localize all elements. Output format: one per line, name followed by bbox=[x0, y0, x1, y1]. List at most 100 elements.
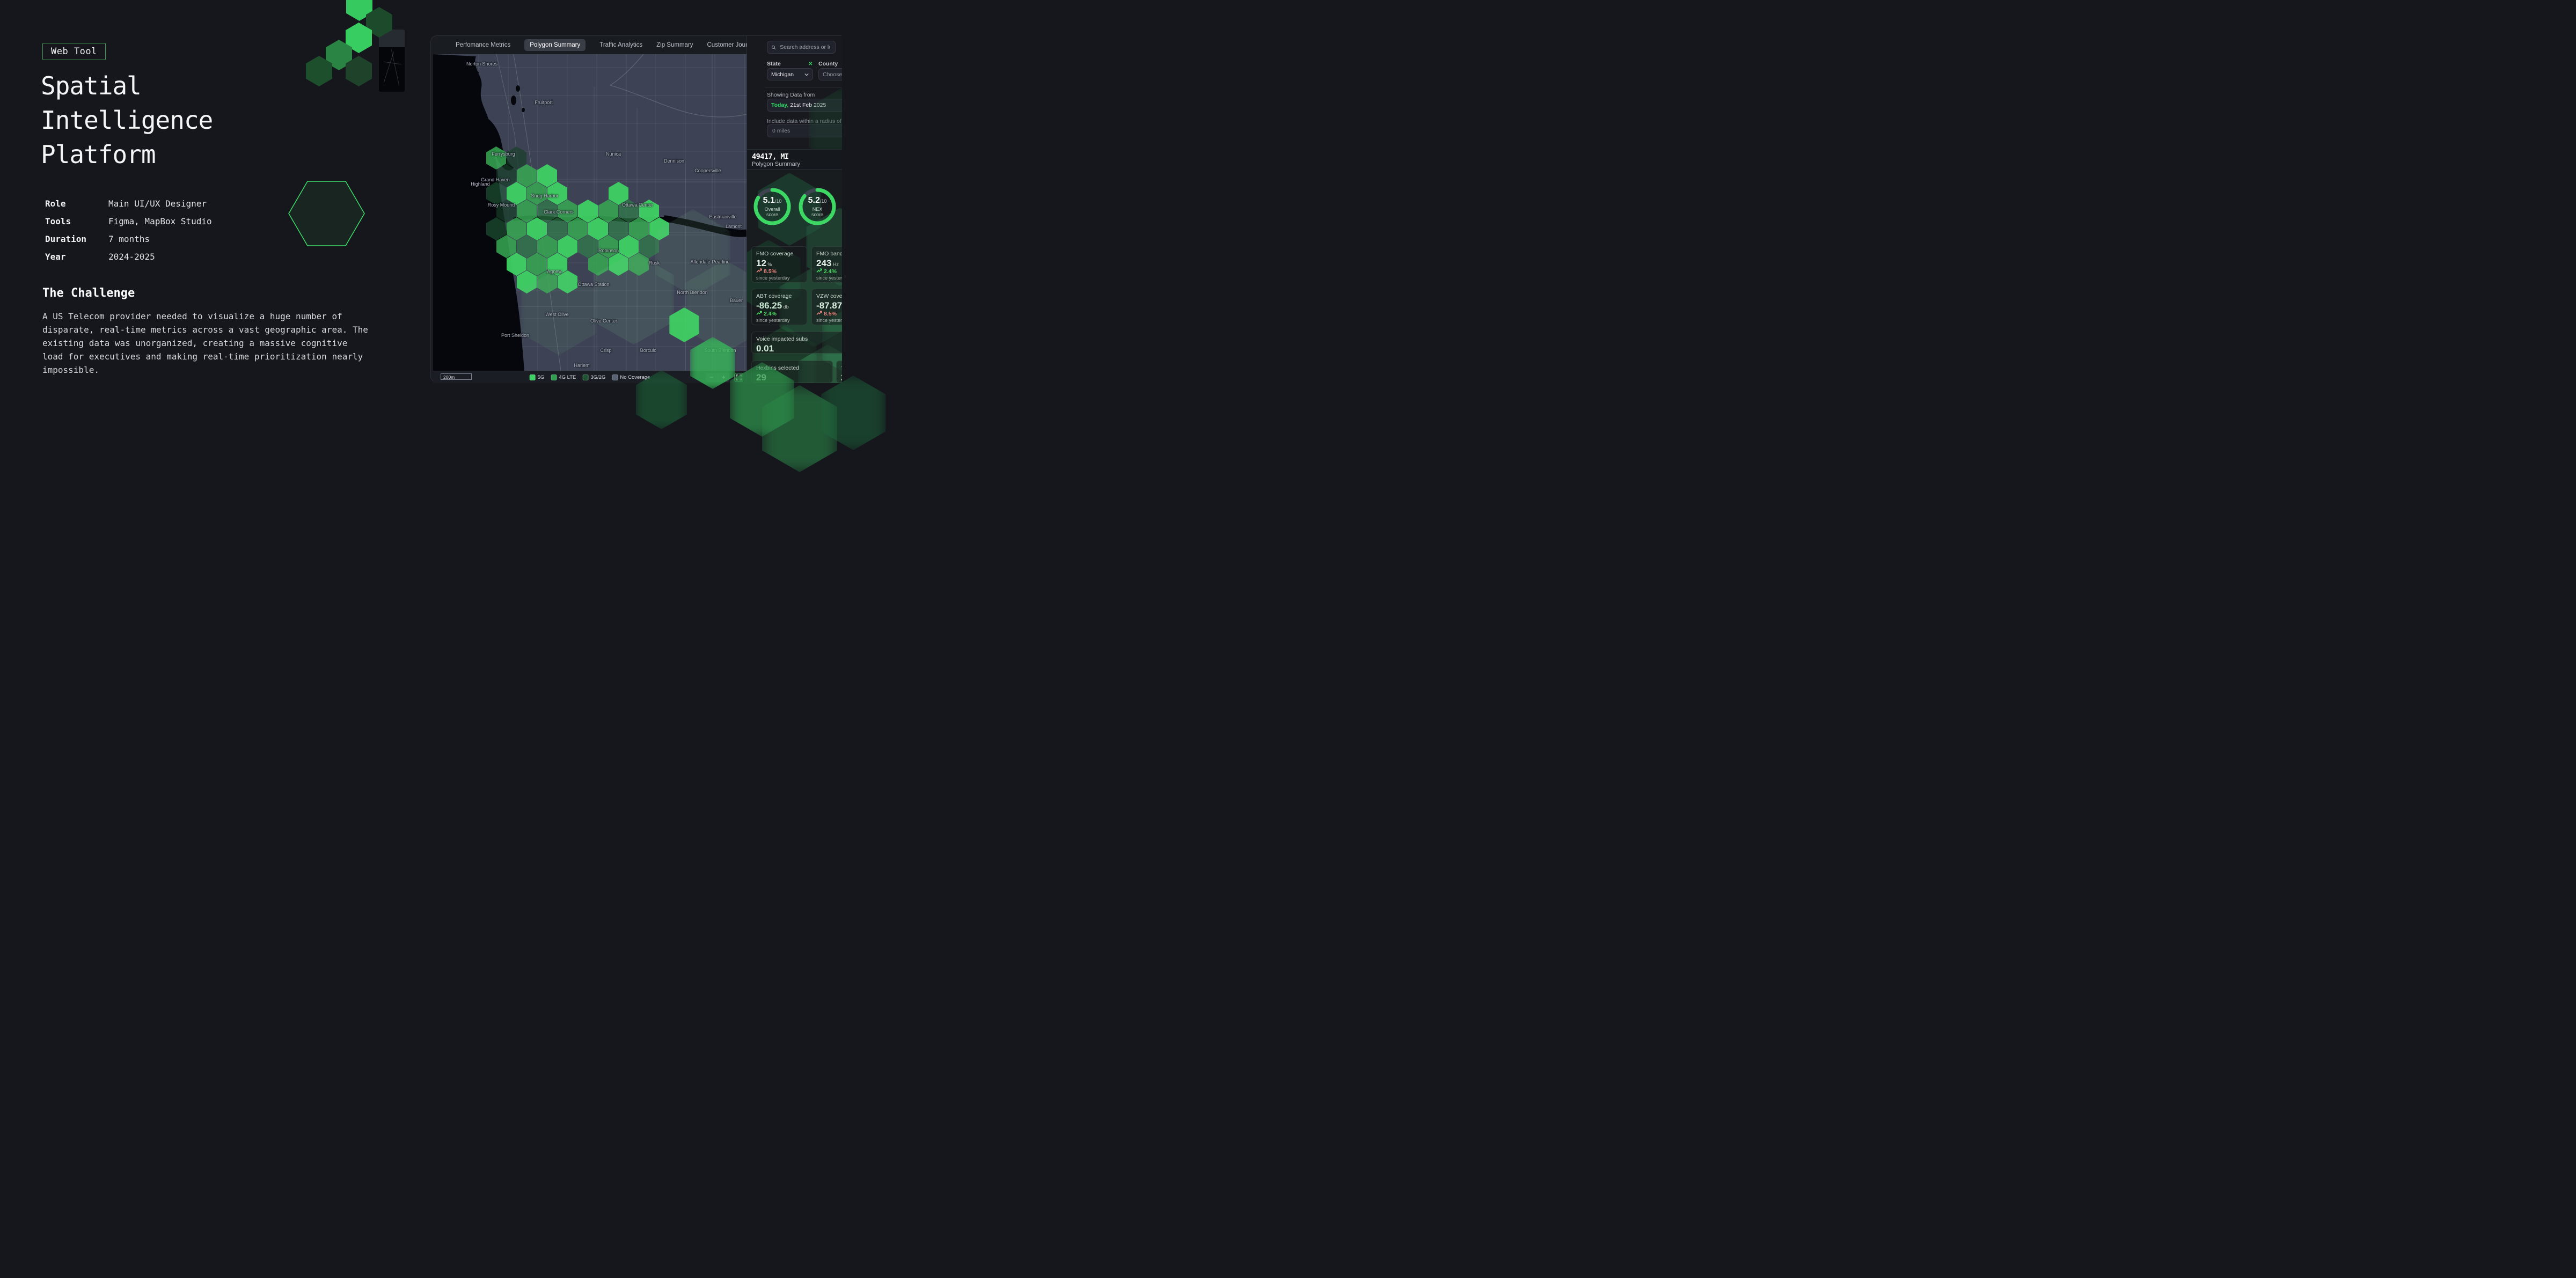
voice-impacted-value: 0.01 bbox=[756, 343, 774, 354]
hexbin-cell[interactable] bbox=[517, 270, 537, 293]
map-label-fruitport: Fruitport bbox=[535, 100, 553, 105]
meta-row: Role Main UI/UX Designer bbox=[45, 195, 212, 212]
zoom-in-button[interactable]: + bbox=[721, 373, 726, 381]
dashboard-panel: Perfomance Metrics Polygon Summary Traffic… bbox=[430, 35, 842, 383]
search-icon bbox=[771, 45, 776, 49]
hexbin-cell[interactable] bbox=[486, 217, 506, 240]
search-field[interactable] bbox=[767, 41, 836, 54]
location-header: 49417, MI Polygon Summary bbox=[747, 149, 842, 170]
map-label-highland: Highland bbox=[471, 181, 490, 187]
map-label-port-sheldon: Port Sheldon bbox=[501, 333, 530, 338]
voice-impacted-card: Voice impacted subs 0.01 bbox=[751, 332, 842, 354]
hexbin-cell[interactable] bbox=[507, 253, 526, 276]
metric-delta: 2.4% bbox=[816, 268, 837, 275]
tab-zip-summary[interactable]: Zip Summary bbox=[656, 42, 693, 48]
meta-value: Main UI/UX Designer bbox=[108, 199, 207, 209]
metric-label: VZW coverage bbox=[816, 293, 842, 299]
showing-data-label: Showing Data from bbox=[767, 92, 815, 98]
hexbin-cell[interactable] bbox=[527, 253, 547, 276]
map-label-snug-harbor: Snug Harbor bbox=[531, 193, 559, 199]
map-label-nunica: Nunica bbox=[605, 151, 621, 157]
tab-polygon-summary[interactable]: Polygon Summary bbox=[524, 39, 586, 51]
hero-hexagon bbox=[346, 56, 372, 86]
map-label-bauer: Bauer bbox=[729, 298, 743, 303]
map-label-eastmanville: Eastmanville bbox=[709, 214, 737, 219]
meta-value: 2024-2025 bbox=[108, 252, 155, 262]
tab-perfomance-metrics[interactable]: Perfomance Metrics bbox=[456, 42, 511, 48]
trend-arrow-icon bbox=[816, 268, 822, 275]
metric-note: since yesterday bbox=[756, 275, 790, 281]
map-label-lamont: Lamont bbox=[725, 224, 742, 229]
metric-card-abt-coverage: ABT coverage -86.25 db 2.4% since yester… bbox=[751, 289, 807, 325]
map-canvas[interactable]: Norton Shores Fruitport Nunica Dennison Coop… bbox=[433, 54, 747, 371]
legend-label: No Coverage bbox=[620, 374, 650, 380]
county-select-placeholder: Choose a county bbox=[823, 71, 842, 78]
glow-hexagon bbox=[762, 385, 837, 472]
county-select[interactable]: Choose a county bbox=[818, 68, 842, 80]
trend-arrow-icon bbox=[816, 310, 822, 317]
search-input[interactable] bbox=[779, 43, 831, 51]
hero-hexagon bbox=[346, 0, 372, 21]
divider bbox=[765, 87, 842, 88]
hexbin-cell[interactable] bbox=[486, 146, 506, 170]
challenge-paragraph: A US Telecom provider needed to visualiz… bbox=[42, 311, 368, 375]
clear-state-icon[interactable]: ✕ bbox=[808, 61, 813, 67]
partial-card: To 2 bbox=[836, 361, 842, 383]
zoom-out-button[interactable]: − bbox=[706, 373, 718, 382]
metric-value: 12 % bbox=[756, 258, 772, 268]
chevron-down-icon bbox=[804, 73, 809, 76]
legend-label: 3G/2G bbox=[590, 374, 606, 380]
outlined-hexagon-decoration bbox=[288, 181, 365, 246]
hexbin-cell[interactable] bbox=[486, 182, 506, 205]
map-label-grand-haven: Grand Haven bbox=[481, 177, 510, 182]
radius-input[interactable] bbox=[771, 127, 842, 135]
date-rest: 21st Feb 2025 bbox=[788, 102, 826, 108]
radius-field[interactable] bbox=[767, 124, 842, 137]
map-label-rosy-mound: Rosy Mound bbox=[487, 202, 515, 208]
meta-label: Duration bbox=[45, 234, 87, 244]
legend-item: 5G bbox=[529, 374, 544, 380]
hexbin-cell[interactable] bbox=[496, 164, 516, 187]
hexbin-cell[interactable] bbox=[507, 182, 526, 205]
hexbin-cell[interactable] bbox=[527, 217, 547, 240]
hexbin-cell[interactable] bbox=[507, 217, 526, 240]
legend-swatch bbox=[551, 374, 557, 380]
tab-traffic-analytics[interactable]: Traffic Analytics bbox=[599, 42, 643, 48]
map-label-pearline: Pearline bbox=[712, 259, 730, 265]
tab-customer-journey[interactable]: Customer Journey bbox=[707, 42, 758, 48]
map-label-ottawa-station: Ottawa Station bbox=[577, 282, 610, 287]
hexbin-cell[interactable] bbox=[496, 200, 516, 223]
metric-note: since yesterday bbox=[756, 318, 790, 323]
hexbins-selected-value: 29 bbox=[756, 372, 766, 383]
metric-value: -87.87 db bbox=[816, 300, 842, 311]
hexbin-cell[interactable] bbox=[517, 235, 537, 258]
challenge-heading: The Challenge bbox=[42, 287, 135, 300]
legend-swatch bbox=[529, 374, 536, 380]
map-label-clark-corners: Clark Corners bbox=[544, 209, 574, 215]
hexbin-cell[interactable] bbox=[527, 182, 547, 205]
county-label: County bbox=[818, 61, 838, 67]
map-bottom-bar: 200m 5G 4G LTE 3G/2G No Coverage − + bbox=[433, 371, 747, 383]
meta-label: Role bbox=[45, 199, 66, 209]
web-tool-badge: Web Tool bbox=[42, 43, 106, 60]
hexbin-cell[interactable] bbox=[517, 164, 537, 187]
legend-swatch bbox=[612, 374, 618, 380]
meta-label: Year bbox=[45, 252, 66, 262]
hexbin-cell[interactable] bbox=[496, 235, 516, 258]
hexbin-cell[interactable] bbox=[507, 146, 526, 170]
map-label-norton-shores: Norton Shores bbox=[466, 61, 498, 67]
project-meta: Role Main UI/UX Designer Tools Figma, MapBo… bbox=[45, 195, 212, 266]
location-subtitle: Polygon Summary bbox=[752, 161, 800, 167]
meta-row: Duration 7 months bbox=[45, 230, 212, 248]
hero-hexagon bbox=[346, 23, 372, 53]
map-label-north-blendon: North Blendon bbox=[677, 290, 708, 295]
metric-note: since yesterday bbox=[816, 318, 842, 323]
legend-item: 4G LTE bbox=[551, 374, 576, 380]
date-field[interactable]: Today, 21st Feb 2025 bbox=[767, 99, 842, 112]
meta-value: 7 months bbox=[108, 234, 150, 244]
map-label-agnew: Agnew bbox=[547, 269, 562, 274]
fullscreen-button[interactable] bbox=[734, 373, 743, 382]
map-fragment-decoration bbox=[379, 30, 405, 92]
hexbin-cell[interactable] bbox=[517, 200, 537, 223]
state-select[interactable]: Michigan bbox=[767, 68, 813, 80]
